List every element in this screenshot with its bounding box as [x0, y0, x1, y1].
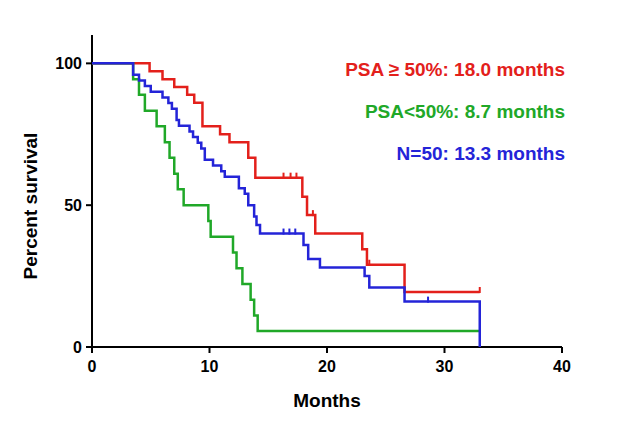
y-tick-label: 50: [64, 197, 82, 214]
x-tick: [561, 347, 563, 353]
y-tick-label: 0: [73, 339, 82, 356]
x-tick-label: 30: [436, 358, 454, 375]
y-tick-label: 100: [55, 55, 82, 72]
y-axis-label: Percent survival: [20, 133, 41, 280]
x-tick-label: 0: [88, 358, 97, 375]
legend-entry: PSA<50%: 8.7 months: [365, 101, 565, 122]
x-tick: [326, 347, 328, 353]
censor-mark: [312, 210, 314, 216]
survival-curve: [92, 63, 480, 292]
x-tick: [444, 347, 446, 353]
censor-mark: [283, 173, 285, 179]
y-tick: [86, 204, 92, 206]
censor-mark: [427, 297, 429, 303]
y-tick: [86, 62, 92, 64]
chart: 0 10 20 30 40 0 50 100 Months Percent survival PSA…: [0, 0, 625, 430]
x-tick: [209, 347, 211, 353]
censor-mark: [294, 229, 296, 235]
x-tick-label: 10: [201, 358, 219, 375]
legend-entry: N=50: 13.3 months: [397, 143, 565, 164]
censor-mark: [288, 229, 290, 235]
y-tick: [86, 346, 92, 348]
legend-entry: PSA ≥ 50%: 18.0 months: [345, 59, 565, 80]
censor-mark: [479, 287, 481, 293]
censor-mark: [290, 173, 292, 179]
censor-mark: [283, 229, 285, 235]
x-tick-label: 20: [318, 358, 336, 375]
x-tick-label: 40: [553, 358, 571, 375]
censor-mark: [368, 260, 370, 266]
y-axis: [91, 35, 93, 347]
x-axis-label: Months: [293, 390, 361, 411]
censor-mark: [295, 173, 297, 179]
